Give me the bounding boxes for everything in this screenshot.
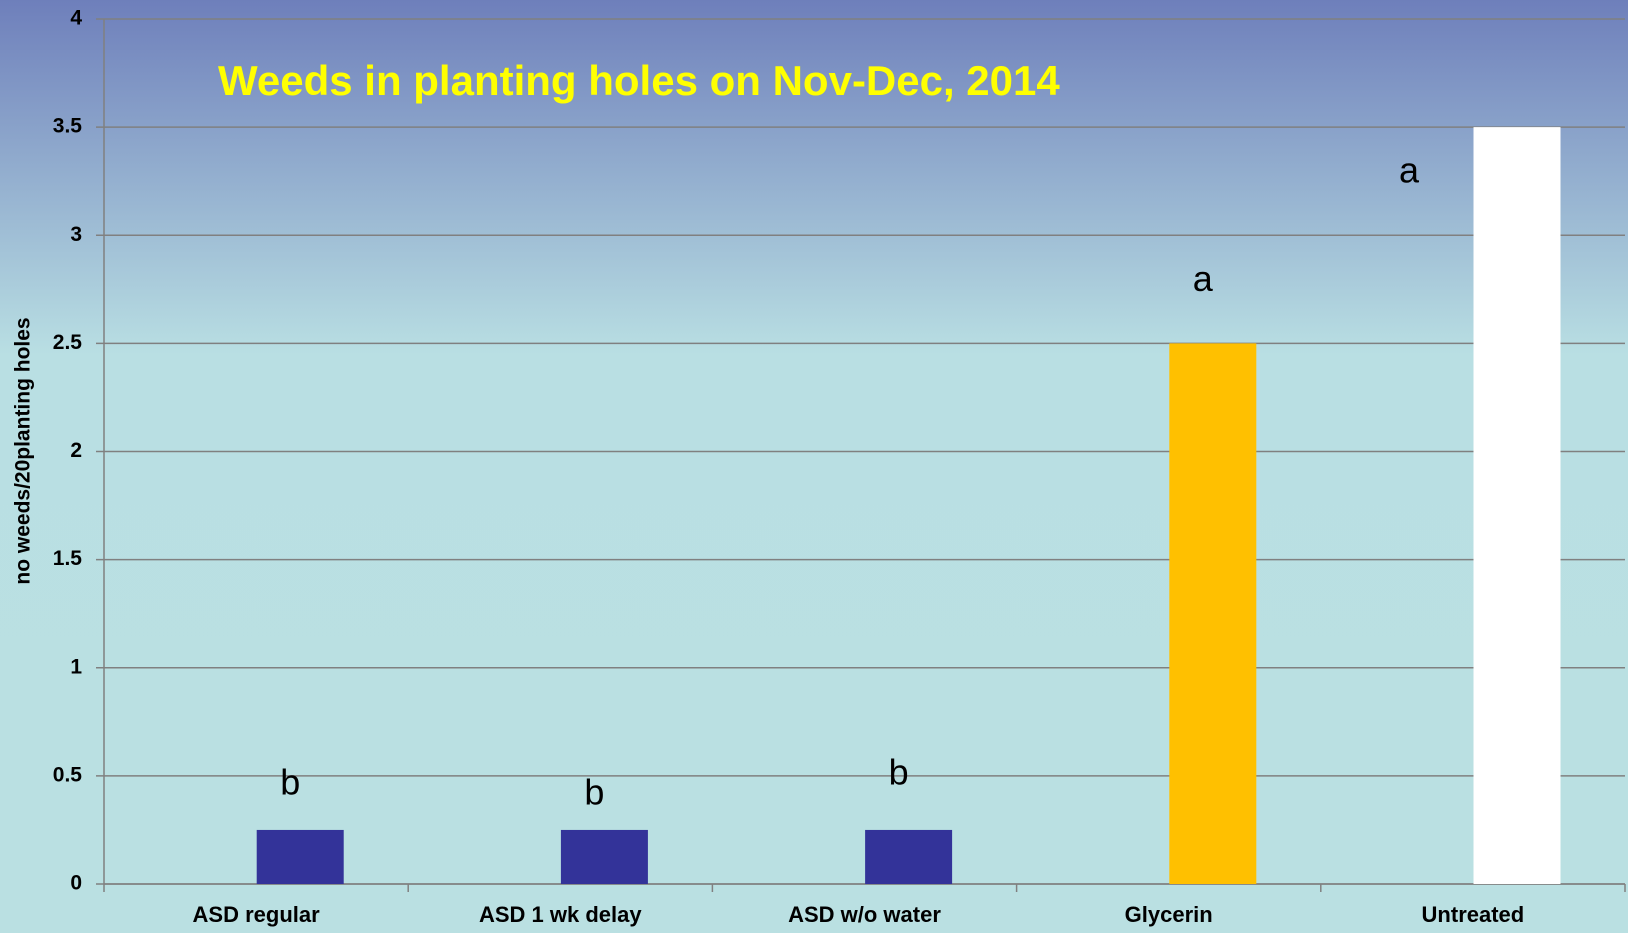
x-tick-label: ASD 1 wk delay: [479, 902, 642, 927]
y-tick-label: 4: [70, 7, 82, 30]
x-tick-label: ASD w/o water: [788, 902, 941, 927]
y-tick-label: 0: [70, 872, 82, 895]
annotation: a: [1193, 258, 1214, 299]
annotation: b: [280, 761, 300, 802]
x-tick-label: Untreated: [1422, 902, 1525, 927]
x-tick-label: ASD regular: [193, 902, 321, 927]
y-tick-label: 1.5: [53, 547, 83, 570]
annotation: b: [584, 771, 604, 812]
y-axis-label: no weeds/20planting holes: [12, 317, 35, 584]
annotation: a: [1399, 150, 1420, 191]
y-tick-label: 3.5: [53, 115, 83, 138]
bar: [1169, 343, 1257, 884]
y-tick-label: 0.5: [53, 763, 83, 786]
y-tick-label: 1: [70, 655, 82, 678]
x-tick-label: Glycerin: [1125, 902, 1213, 927]
bar: [560, 829, 648, 884]
y-tick-label: 2.5: [53, 331, 83, 354]
bar: [1473, 127, 1561, 884]
chart-title: Weeds in planting holes on Nov-Dec, 2014: [218, 57, 1060, 104]
bar: [256, 829, 344, 884]
y-tick-label: 3: [70, 223, 82, 246]
bar: [865, 829, 953, 884]
y-tick-label: 2: [70, 439, 82, 462]
annotation: b: [889, 751, 909, 792]
